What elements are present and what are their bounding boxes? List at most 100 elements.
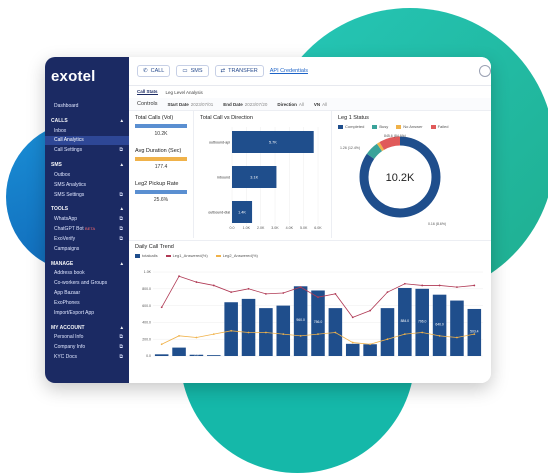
section-title: CALLS	[51, 117, 68, 124]
kpi-title: Leg2 Pickup Rate	[135, 181, 179, 187]
transfer-icon: ⇄	[220, 68, 226, 74]
sidebar-item-app-bazaar[interactable]: App Bazaar	[45, 288, 129, 298]
bar	[241, 298, 256, 356]
top-toolbar: ✆ CALL ▭ SMS ⇄ TRANSFER API Credentials	[129, 57, 491, 86]
sidebar-item-label: Dashboard	[54, 102, 79, 109]
leg1-line-point	[160, 306, 163, 309]
direction-filter[interactable]: Direction All	[277, 102, 304, 107]
bar-value-label: 960.0	[296, 318, 305, 322]
external-link-icon: ⧉	[119, 226, 123, 233]
leg2-line-point	[421, 331, 424, 334]
sidebar: exotel Dashboard CALLS ▴ Inbox Call Analy…	[45, 57, 129, 383]
leg1-line-point	[317, 296, 319, 299]
button-label: CALL	[150, 68, 165, 74]
sidebar-section-manage[interactable]: MANAGE ▴	[45, 259, 129, 269]
sidebar-section-account[interactable]: MY ACCOUNT ▴	[45, 323, 129, 333]
legend-label: Failed	[437, 124, 449, 129]
leg1-line-point	[247, 287, 250, 290]
exotel-logo[interactable]: exotel	[45, 57, 129, 95]
sidebar-item-exoverify[interactable]: ExoVerify ⧉	[45, 234, 129, 244]
bar	[276, 305, 291, 356]
bar-value-label: 884.0	[401, 319, 410, 323]
bar	[154, 354, 169, 356]
bar	[345, 343, 360, 356]
sidebar-item-exophones[interactable]: ExoPhones	[45, 298, 129, 308]
leg2-line-point	[456, 336, 458, 339]
y-tick-label: 0.0	[146, 354, 151, 358]
start-date-filter[interactable]: Start Date 2023/07/01	[167, 102, 213, 107]
x-tick-label: 4.0K	[286, 226, 294, 230]
y-tick-label: 800.0	[142, 287, 151, 291]
bar	[232, 131, 314, 153]
sidebar-item-label: Address book	[54, 270, 85, 277]
tab-call-stats[interactable]: Call Stats	[137, 89, 158, 95]
sidebar-item-label: Outbox	[54, 172, 71, 179]
external-link-icon: ⧉	[119, 216, 123, 223]
y-tick-label: 1.0K	[144, 270, 152, 274]
call-button[interactable]: ✆ CALL	[137, 65, 171, 77]
sidebar-section-tools[interactable]: TOOLS ▴	[45, 204, 129, 214]
leg2-line-point	[264, 331, 267, 334]
sidebar-item-company-info[interactable]: Company Info ⧉	[45, 342, 129, 352]
bar	[232, 201, 253, 223]
leg2-line-point	[230, 329, 233, 332]
vn-filter[interactable]: VN All	[314, 102, 327, 107]
sidebar-item-campaigns[interactable]: Campaigns	[45, 244, 129, 254]
filter-label: Direction	[277, 101, 297, 107]
sidebar-section-sms[interactable]: SMS ▴	[45, 160, 129, 170]
bar-value-label: 1.4K	[238, 211, 246, 215]
sidebar-item-address-book[interactable]: Address book	[45, 269, 129, 279]
legend-item: Leg1_Answered(%)	[165, 253, 208, 258]
bar	[224, 302, 238, 356]
sidebar-item-import-export[interactable]: Import/Export App	[45, 308, 129, 318]
bar-value-label: 5.7K	[269, 141, 277, 145]
leg2-line-point	[438, 334, 441, 337]
filter-label: Start Date	[167, 101, 189, 107]
sidebar-item-outbox[interactable]: Outbox	[45, 170, 129, 180]
legend-label: Leg1_Answered(%)	[172, 253, 208, 258]
y-tick-label: 400.0	[142, 321, 151, 325]
sidebar-item-sms-analytics[interactable]: SMS Analytics	[45, 180, 129, 190]
logo-text: exotel	[51, 67, 96, 85]
external-link-icon: ⧉	[119, 147, 123, 154]
sidebar-section-calls[interactable]: CALLS ▴	[45, 116, 129, 126]
x-tick-label: 3.0K	[271, 226, 279, 230]
leg2-line-point	[473, 333, 476, 336]
sms-button[interactable]: ▭ SMS	[176, 65, 209, 77]
legend-label: Completed	[345, 124, 365, 129]
leg2-line-point	[247, 331, 250, 334]
panel-title: Leg 1 Status	[338, 115, 369, 121]
status-panel: Leg 1 Status Completed Busy No Answer Fa…	[332, 111, 491, 238]
api-credentials-link[interactable]: API Credentials	[269, 68, 308, 74]
sidebar-item-chatgpt-bot[interactable]: ChatGPT Bot BETA ⧉	[45, 224, 129, 234]
end-date-filter[interactable]: End Date 2023/07/20	[223, 102, 267, 107]
sidebar-item-coworkers[interactable]: Co-workers and Groups	[45, 278, 129, 288]
bar	[189, 354, 204, 356]
sidebar-item-personal-info[interactable]: Personal Info ⧉	[45, 333, 129, 343]
search-icon[interactable]	[479, 65, 491, 77]
leg2-line-point	[334, 331, 337, 334]
sidebar-item-whatsapp[interactable]: WhatsApp ⧉	[45, 214, 129, 224]
legend-item: Failed	[430, 124, 449, 129]
sidebar-item-dashboard[interactable]: Dashboard	[45, 101, 129, 111]
tab-leg-level-analysis[interactable]: Leg Level Analysis	[165, 89, 203, 95]
bar	[293, 286, 308, 356]
sidebar-item-label: Import/Export App	[54, 309, 95, 316]
panel-title: Total Call vs Direction	[200, 115, 253, 121]
beta-badge: BETA	[85, 226, 96, 232]
category-label: outbound-dial	[208, 211, 230, 215]
sidebar-item-sms-settings[interactable]: SMS Settings ⧉	[45, 190, 129, 200]
section-title: SMS	[51, 162, 62, 169]
sidebar-item-kyc-docs[interactable]: KYC Docs ⧉	[45, 352, 129, 362]
sidebar-item-label: Call Settings	[54, 147, 83, 154]
status-donut: 10.2K 845.6 (84.6%) 1.26 (12.4%) 0.16 (8.6%…	[340, 134, 446, 226]
kpi-total-calls: Total Calls (Vol) 10.2K	[135, 115, 187, 137]
leg2-line-point	[369, 343, 372, 346]
sidebar-item-call-analytics[interactable]: Call Analytics	[45, 135, 129, 146]
kpi-bar	[135, 124, 187, 128]
legend-item: totalcalls	[135, 253, 158, 258]
transfer-button[interactable]: ⇄ TRANSFER	[214, 65, 264, 77]
sidebar-item-call-settings[interactable]: Call Settings ⧉	[45, 145, 129, 155]
sidebar-item-inbox[interactable]: Inbox	[45, 126, 129, 136]
leg1-line-point	[351, 316, 354, 319]
